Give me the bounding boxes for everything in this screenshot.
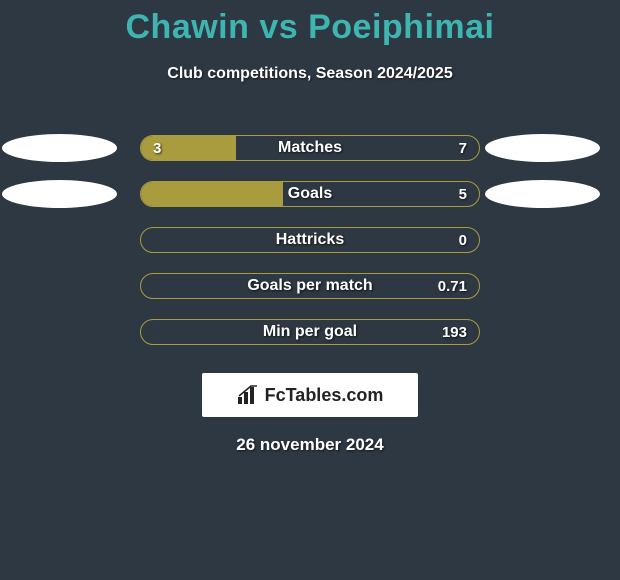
player-right-marker xyxy=(485,134,600,162)
stat-value-right: 5 xyxy=(459,182,467,206)
stat-fill-left xyxy=(141,182,283,206)
bar-chart-icon xyxy=(237,385,259,405)
stat-bar: Min per goal193 xyxy=(140,319,480,345)
stat-label: Goals per match xyxy=(141,274,479,298)
stats-container: Matches37 Goals5 Hattricks0 Goals per match… xyxy=(0,125,620,355)
stat-bar: Matches37 xyxy=(140,135,480,161)
stat-value-right: 0 xyxy=(459,228,467,252)
stat-bar: Goals5 xyxy=(140,181,480,207)
stat-label: Hattricks xyxy=(141,228,479,252)
stat-bar: Hattricks0 xyxy=(140,227,480,253)
stat-bar: Goals per match0.71 xyxy=(140,273,480,299)
subtitle: Club competitions, Season 2024/2025 xyxy=(0,65,620,83)
stat-fill-left xyxy=(141,136,236,160)
stat-row: Matches37 xyxy=(0,125,620,171)
stat-row: Min per goal193 xyxy=(0,309,620,355)
stat-value-right: 7 xyxy=(459,136,467,160)
stat-row: Goals5 xyxy=(0,171,620,217)
stat-row: Goals per match0.71 xyxy=(0,263,620,309)
player-right-marker xyxy=(485,180,600,208)
date-label: 26 november 2024 xyxy=(0,435,620,455)
page-title: Chawin vs Poeiphimai xyxy=(0,0,620,47)
stat-value-right: 193 xyxy=(442,320,467,344)
player-left-marker xyxy=(2,180,117,208)
player-left-marker xyxy=(2,134,117,162)
brand-text: FcTables.com xyxy=(265,385,384,406)
stat-value-right: 0.71 xyxy=(438,274,467,298)
stat-label: Min per goal xyxy=(141,320,479,344)
brand-logo: FcTables.com xyxy=(202,373,418,417)
stat-row: Hattricks0 xyxy=(0,217,620,263)
